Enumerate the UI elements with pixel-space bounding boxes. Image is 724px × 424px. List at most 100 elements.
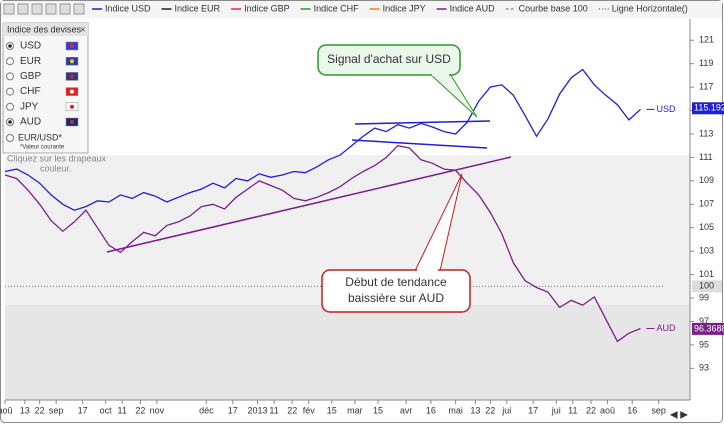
y-tick-label: 111 [699,152,713,162]
y-tick-label: 93 [699,363,709,373]
legend-label: Ligne Horizontale() [612,3,688,13]
currency-code: JPY [20,101,39,112]
x-tick-label: 11 [118,405,127,415]
x-tick-label: 22 [35,405,45,415]
panel-title: Indice des devises [7,24,82,34]
legend-label: Indice AUD [450,3,496,13]
y-tick-label: 95 [699,339,709,349]
toolbar-icons [3,3,85,15]
icon[interactable] [73,3,85,15]
panel-close[interactable]: × [80,24,85,34]
legend-label: Indice GBP [244,3,290,13]
x-tick-label: 16 [426,405,436,415]
x-tick-label: aoû [600,405,615,415]
icon[interactable] [31,3,43,15]
radio[interactable] [6,57,14,66]
x-tick-label: 15 [327,405,337,415]
price-label: 96.3688 [694,323,724,333]
y-tick-label: 101 [699,269,714,279]
currency-code: GBP [20,71,41,82]
x-tick-label: 17 [228,405,238,415]
callout-joint [417,269,438,272]
trend-line [351,139,488,149]
icon[interactable] [3,3,15,15]
x-tick-label: 22 [287,405,297,415]
toolbar [1,1,722,18]
x-tick-label: sep [651,405,666,415]
series-end-label: USD [656,104,676,114]
x-tick-label: 17 [528,405,538,415]
y-tick-label: 119 [699,58,713,68]
legend-label: Indice USD [105,3,151,13]
currency-code: CHF [20,86,41,97]
y-tick-label: 117 [699,81,713,91]
panel-hint: couleur. [40,163,72,173]
y-tick-label: 105 [699,222,714,232]
radio[interactable] [6,134,14,142]
price-box [692,280,722,293]
flag-detail [70,44,74,48]
radio[interactable] [6,87,14,96]
x-tick-label: 22 [485,405,495,415]
callout [317,44,461,76]
x-tick-label: 22 [135,405,145,415]
panel-pair: EUR/USD* [18,132,63,142]
x-tick-label: 15 [373,405,383,415]
icon[interactable] [59,3,71,15]
radio-dot [8,120,12,124]
legend-label: Indice JPY [383,3,426,13]
price-box [692,102,724,115]
legend-label: Indice CHF [314,3,360,13]
x-tick-label: sep [49,405,64,415]
callout-joint [432,73,449,76]
x-tick-label: jui [551,405,561,415]
panel-hint: Cliquez sur les drapeaux [7,153,107,163]
x-tick-label: jui [501,405,511,415]
x-tick-label: oct [100,405,113,415]
panel-note: *Valeur courante [20,145,65,151]
x-tick-label: nov [150,405,165,415]
currency-code: USD [20,41,41,52]
legend: Indice USD Indice EUR Indice GBP Indice CHF… [92,3,688,13]
x-tick-label: mar [347,405,363,415]
flag-detail [70,59,74,64]
series-end-label: AUD [656,323,676,333]
y-tick-label: 109 [699,175,714,185]
callout [321,269,471,313]
scroll-arrows[interactable]: ◀ ▶ [670,410,688,421]
x-tick-label: 11 [568,405,577,415]
series-line [4,144,641,343]
x-tick-label: déc [199,405,214,415]
radio-dot [8,44,12,48]
price-label: 100 [699,281,714,291]
y-tick-label: 99 [699,292,709,302]
x-tick-label: mai [448,405,463,415]
legend-label: Courbe base 100 [519,3,588,13]
radio[interactable] [6,72,14,81]
callout-text: Début de tendance [345,275,447,289]
series-line [4,68,641,211]
x-tick-label: 2013 [248,405,268,415]
y-tick-label: 121 [699,35,714,45]
x-tick-label: 16 [627,405,637,415]
radio[interactable] [6,102,14,111]
icon[interactable] [17,3,29,15]
x-tick-label: 17 [78,405,88,415]
flag-detail [70,89,74,94]
price-label: 115.192 [694,103,724,113]
x-tick-label: 13 [470,405,480,415]
x-tick-label: fév [303,405,316,415]
panel-header [3,23,88,36]
currency-panel: Indice des devises × EUR/USD* *Valeur co… [2,22,89,154]
callout-text: Signal d'achat sur USD [327,52,451,66]
icon[interactable] [45,3,57,15]
price-box [692,322,724,335]
x-tick-label: aoû [0,405,13,415]
trend-line [106,156,512,253]
flag-detail [70,120,74,124]
x-tick-label: avr [400,405,413,415]
flag-detail [70,104,74,109]
flag-detail [70,74,74,79]
currency-code: EUR [20,56,41,67]
